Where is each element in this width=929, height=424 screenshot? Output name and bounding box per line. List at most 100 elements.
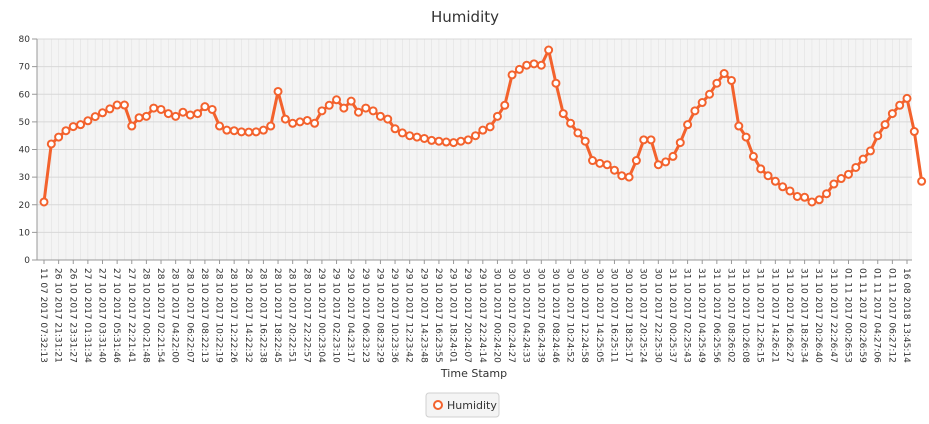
data-point — [851, 162, 861, 172]
x-tick-label: 30 10 2017 06:24:39 — [535, 268, 545, 363]
data-point — [295, 117, 305, 127]
data-point — [105, 104, 115, 114]
x-tick-label: 31 10 2017 10:26:08 — [740, 268, 750, 363]
data-point — [134, 113, 144, 123]
data-point — [895, 100, 905, 110]
x-tick-label: 31 10 2017 02:25:43 — [682, 268, 692, 363]
data-point — [536, 60, 546, 70]
data-point — [375, 111, 385, 121]
data-point — [83, 116, 93, 126]
y-tick-label: 70 — [19, 63, 31, 73]
x-tick-label: 29 10 2017 22:24:14 — [477, 268, 487, 363]
data-point — [288, 118, 298, 128]
data-point — [141, 111, 151, 121]
data-point — [573, 128, 583, 138]
data-point — [397, 128, 407, 138]
x-tick-label: 30 10 2017 22:25:30 — [652, 268, 662, 363]
legend: Humidity — [425, 392, 500, 418]
x-tick-label: 29 10 2017 20:24:07 — [462, 268, 472, 363]
data-point — [222, 125, 232, 135]
data-point — [119, 100, 129, 110]
data-point — [449, 138, 459, 148]
x-tick-label: 28 10 2017 22:22:57 — [301, 268, 311, 363]
x-tick-label: 31 10 2017 16:26:27 — [784, 268, 794, 363]
legend-box — [425, 392, 500, 418]
x-tick-label: 28 10 2017 02:21:54 — [155, 268, 165, 363]
data-point — [463, 135, 473, 145]
x-tick-label: 01 11 2017 02:26:59 — [857, 268, 867, 363]
x-tick-label: 29 10 2017 04:23:17 — [345, 268, 355, 363]
x-tick-label: 29 10 2017 14:23:48 — [418, 268, 428, 363]
data-point — [346, 96, 356, 106]
data-point — [843, 169, 853, 179]
data-point — [332, 95, 342, 105]
data-point — [566, 118, 576, 128]
x-tick-label: 29 10 2017 10:23:36 — [389, 268, 399, 363]
data-point — [405, 131, 415, 141]
x-tick-label: 26 10 2017 21:31:21 — [53, 268, 63, 363]
x-tick-label: 29 10 2017 08:23:29 — [374, 268, 384, 363]
data-point — [419, 133, 429, 143]
x-tick-label: 31 10 2017 14:26:21 — [769, 268, 779, 363]
data-point — [310, 118, 320, 128]
data-point — [229, 126, 239, 136]
x-tick-label: 28 10 2017 06:22:07 — [184, 268, 194, 363]
data-point — [814, 195, 824, 205]
data-point — [792, 191, 802, 201]
x-tick-label: 01 11 2017 06:27:12 — [886, 268, 896, 363]
data-point — [778, 182, 788, 192]
x-tick-label: 31 10 2017 06:25:56 — [711, 268, 721, 363]
data-point — [427, 135, 437, 145]
data-point — [193, 109, 203, 119]
x-tick-label: 27 10 2017 03:31:40 — [97, 268, 107, 363]
data-point — [595, 158, 605, 168]
data-point — [156, 104, 166, 114]
data-point — [54, 132, 64, 142]
data-point — [61, 126, 71, 136]
data-point — [909, 127, 919, 137]
x-tick-label: 16 08 2018 13:45:14 — [901, 268, 911, 363]
data-point — [756, 164, 766, 174]
x-tick-label: 31 10 2017 18:26:34 — [799, 268, 809, 363]
data-point — [822, 189, 832, 199]
x-tick-label: 30 10 2017 20:25:24 — [638, 268, 648, 363]
data-point — [858, 154, 868, 164]
x-axis-title: Time Stamp — [440, 367, 507, 380]
data-point — [690, 106, 700, 116]
data-point — [390, 124, 400, 134]
data-point — [514, 64, 524, 74]
data-point — [244, 127, 254, 137]
data-point — [646, 135, 656, 145]
data-point — [456, 136, 466, 146]
x-tick-label: 29 10 2017 18:24:01 — [448, 268, 458, 363]
data-point — [361, 103, 371, 113]
data-point — [127, 121, 137, 131]
data-point — [478, 125, 488, 135]
data-point — [653, 160, 663, 170]
data-point — [712, 78, 722, 88]
data-point — [383, 114, 393, 124]
x-tick-label: 31 10 2017 00:25:37 — [667, 268, 677, 363]
data-point — [661, 157, 671, 167]
data-point — [185, 110, 195, 120]
x-tick-label: 01 11 2017 04:27:06 — [872, 268, 882, 363]
x-tick-label: 31 10 2017 04:25:49 — [696, 268, 706, 363]
y-tick-label: 20 — [19, 201, 31, 211]
data-point — [485, 122, 495, 132]
x-tick-label: 30 10 2017 10:24:52 — [565, 268, 575, 363]
data-point — [807, 197, 817, 207]
data-point — [544, 45, 554, 55]
data-point — [800, 192, 810, 202]
x-tick-label: 29 10 2017 02:23:10 — [331, 268, 341, 363]
y-tick-label: 80 — [19, 35, 31, 45]
x-tick-label: 28 10 2017 00:21:48 — [140, 268, 150, 363]
data-point — [258, 125, 268, 135]
data-point — [471, 131, 480, 141]
data-point — [748, 151, 758, 161]
data-point — [412, 132, 422, 142]
x-tick-label: 30 10 2017 02:24:27 — [506, 268, 516, 363]
data-point — [734, 121, 744, 131]
data-point — [500, 100, 510, 110]
data-point — [741, 132, 751, 142]
